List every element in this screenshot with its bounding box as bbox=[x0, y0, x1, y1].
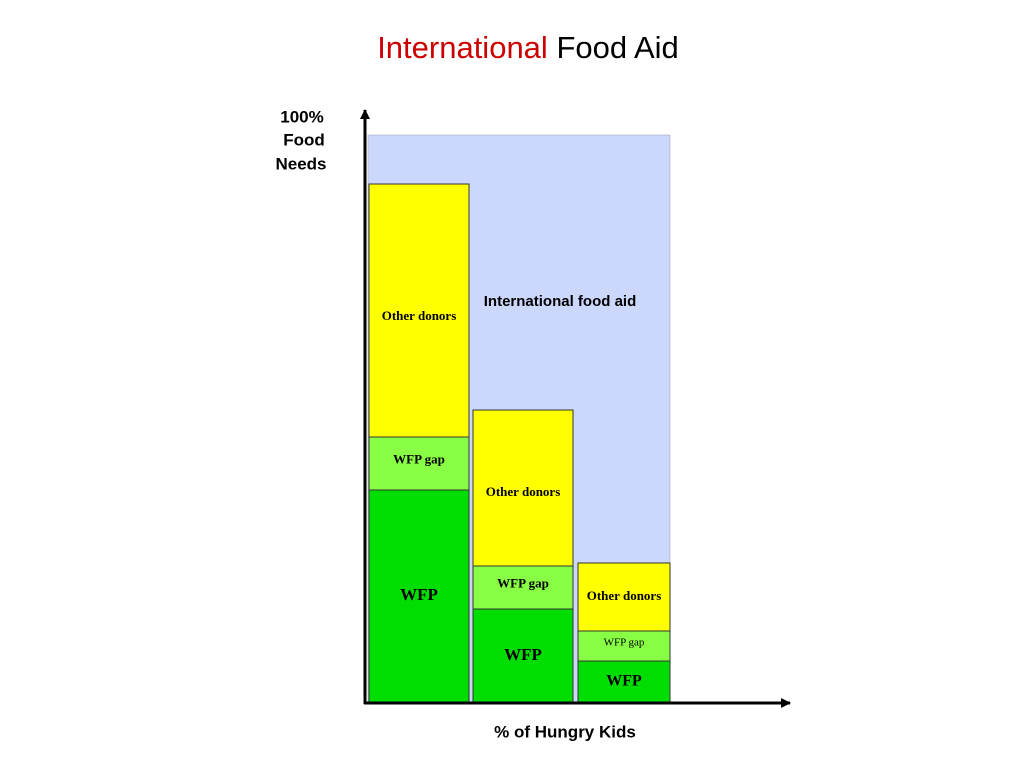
segment bbox=[577, 562, 671, 632]
segment bbox=[577, 660, 671, 704]
title-rest: Food Aid bbox=[556, 30, 678, 65]
segment-label: WFP bbox=[400, 585, 438, 604]
y-axis-label: 100% bbox=[280, 107, 323, 126]
y-axis-label: Needs bbox=[275, 154, 326, 173]
y-axis-label: Food bbox=[283, 130, 325, 149]
segment bbox=[472, 565, 574, 610]
segment bbox=[368, 183, 470, 438]
region-label: International food aid bbox=[484, 293, 637, 310]
segment bbox=[472, 409, 574, 567]
segment-label: WFP gap bbox=[497, 575, 549, 590]
segment bbox=[472, 608, 574, 704]
title: International Food Aid bbox=[377, 30, 679, 65]
x-axis-label: % of Hungry Kids bbox=[494, 722, 636, 741]
segment-label: WFP bbox=[606, 673, 642, 690]
segment bbox=[577, 630, 671, 662]
segment bbox=[368, 489, 470, 704]
title-highlight: International bbox=[377, 30, 548, 65]
segment-label: WFP bbox=[504, 645, 542, 664]
segment-label: Other donors bbox=[587, 588, 662, 603]
segment-label: WFP gap bbox=[604, 637, 645, 649]
segment-label: Other donors bbox=[382, 308, 457, 323]
segment-label: Other donors bbox=[486, 484, 561, 499]
segment-label: WFP gap bbox=[393, 451, 445, 466]
